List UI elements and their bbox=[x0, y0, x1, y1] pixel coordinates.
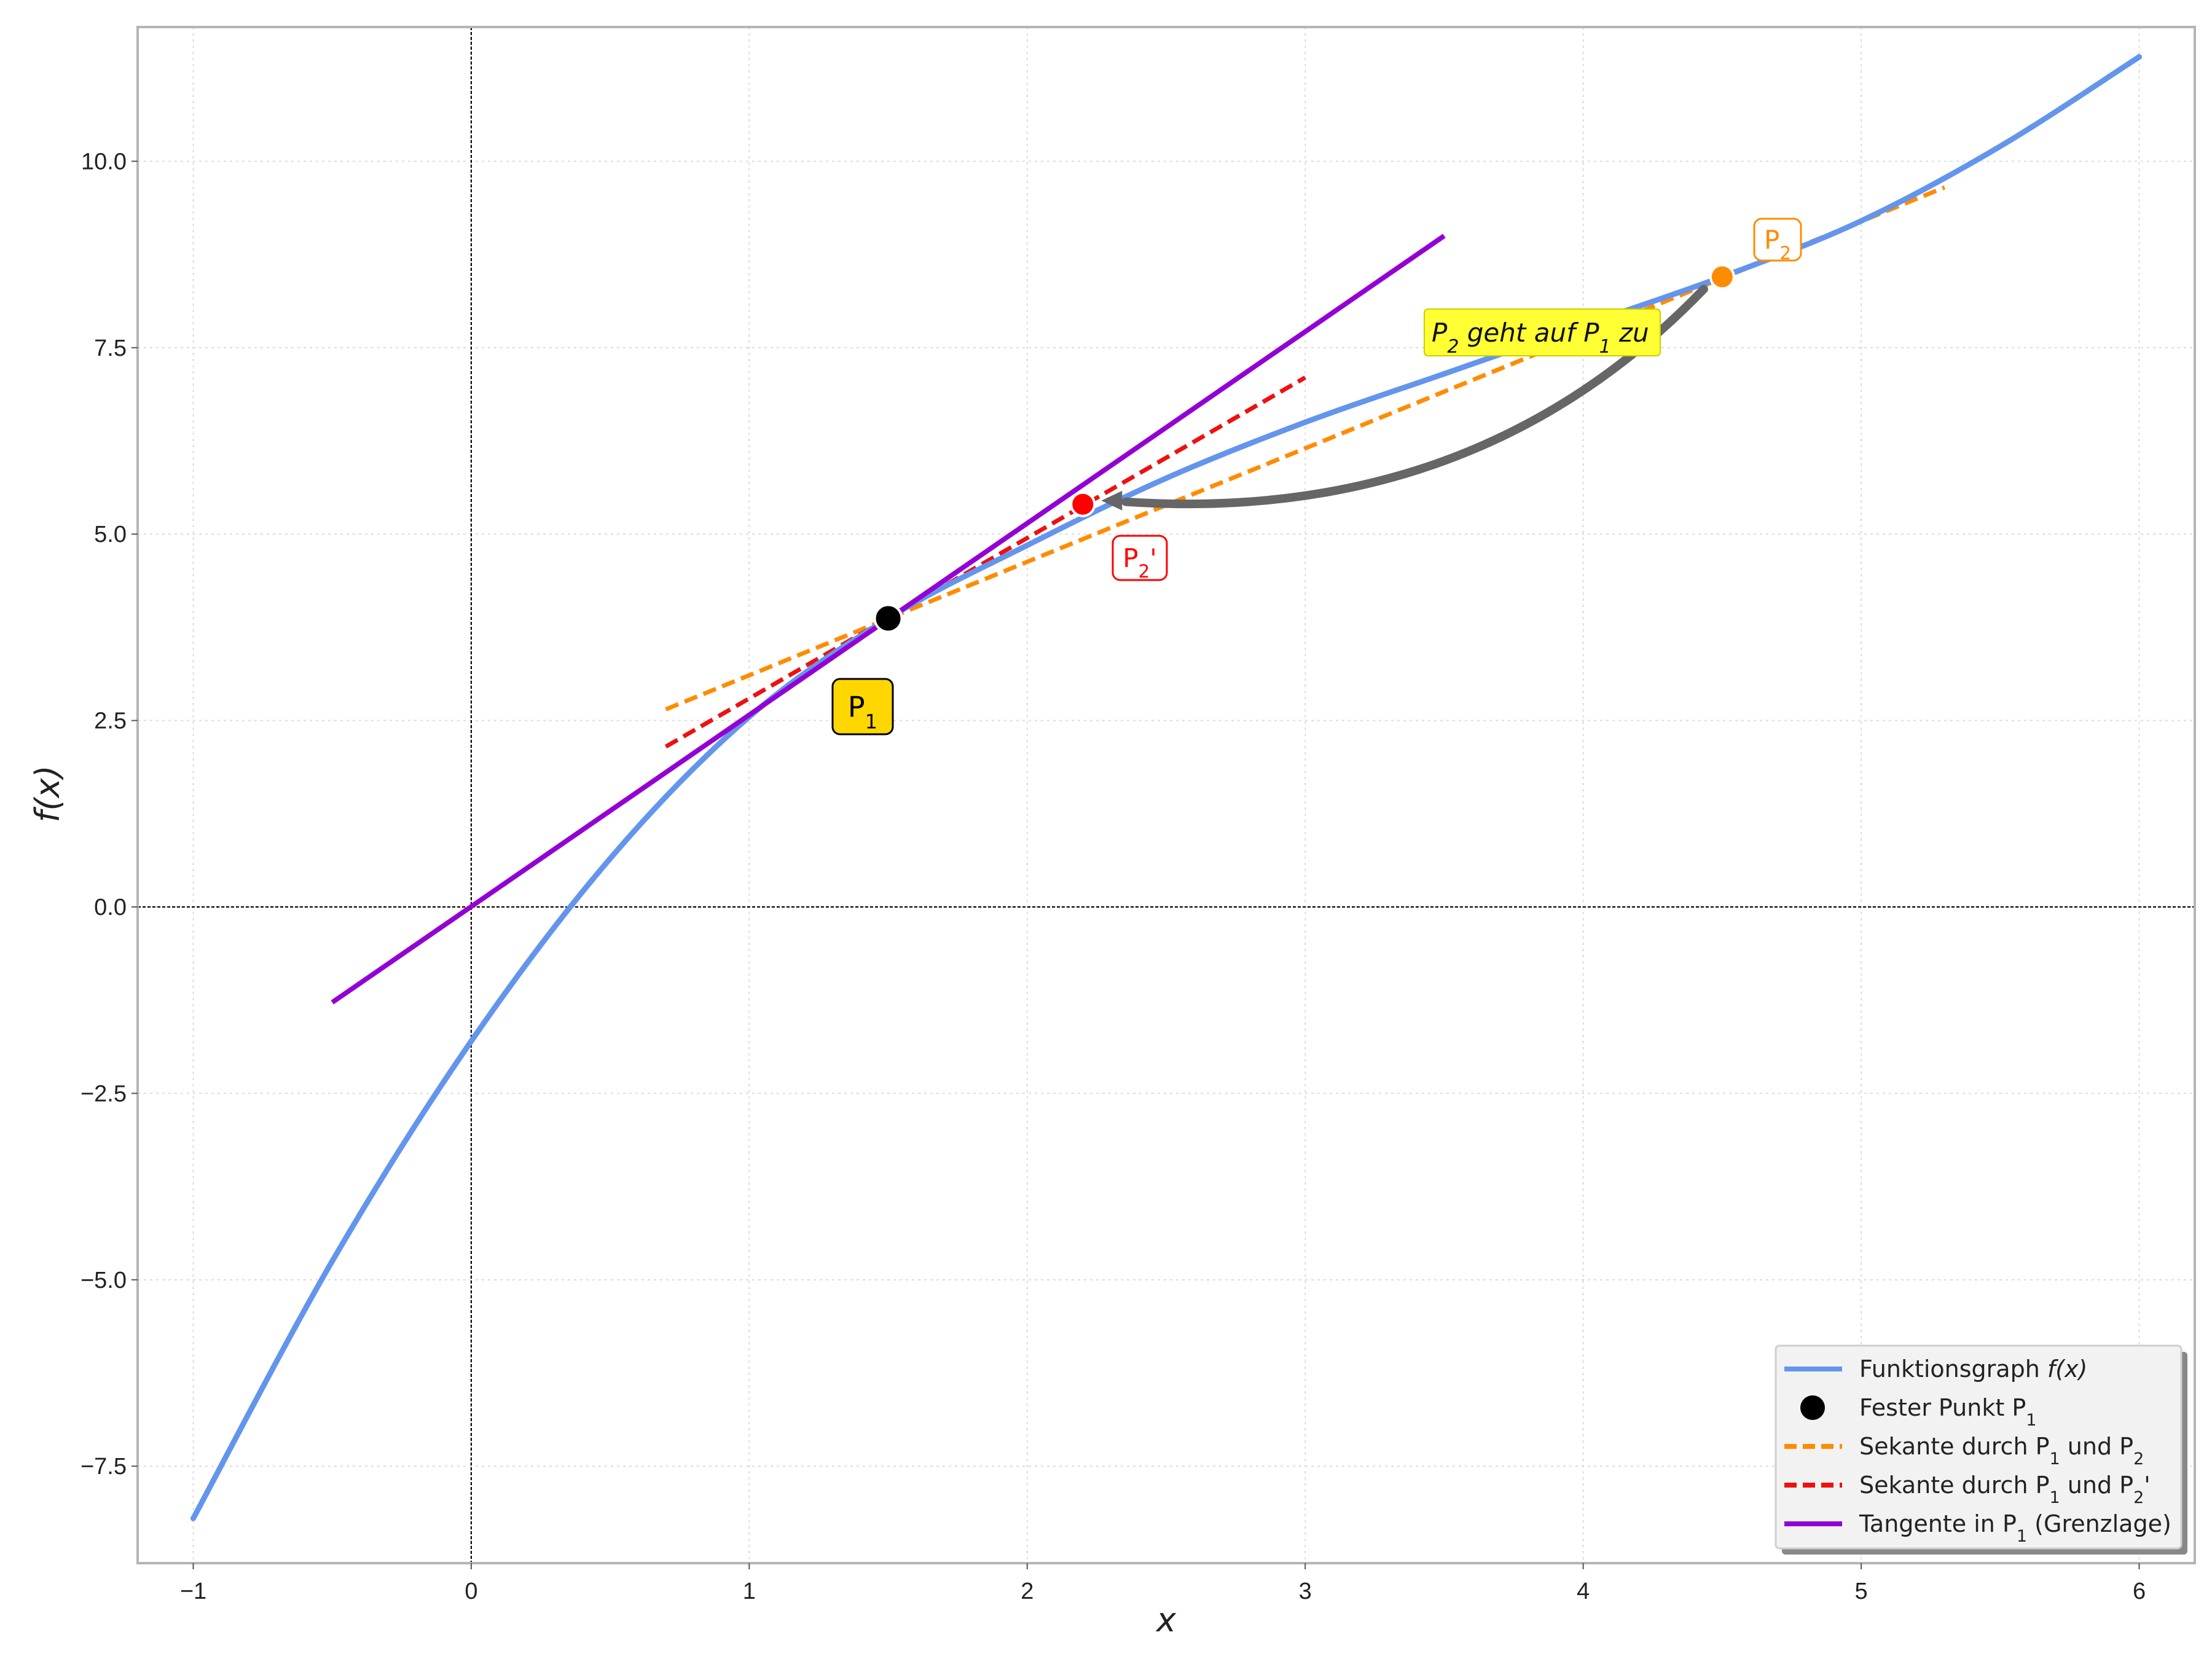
legend-entry: Tangente in P1 (Grenzlage) bbox=[1784, 1510, 2171, 1546]
annotation-label: P2 geht auf P1 zu bbox=[1424, 308, 1661, 358]
point-p1 bbox=[873, 603, 903, 633]
secant-p1-p2prime-line bbox=[664, 375, 1306, 749]
label-p1: P1 bbox=[831, 678, 894, 735]
legend-entry: Funktionsgraph f(x) bbox=[1784, 1355, 2087, 1382]
legend-entry: Sekante durch P1 und P2 bbox=[1784, 1433, 2144, 1469]
y-tick-label: −7.5 bbox=[80, 1454, 127, 1480]
label-p1-box bbox=[831, 678, 894, 735]
y-tick-label: 7.5 bbox=[94, 335, 127, 361]
function-curve bbox=[190, 54, 2143, 1521]
x-tick-label: 1 bbox=[743, 1579, 756, 1604]
y-axis-label: f(x) bbox=[28, 765, 67, 822]
label-p2: P2 bbox=[1753, 218, 1802, 264]
x-tick-label: 3 bbox=[1299, 1579, 1312, 1604]
legend-entry: Fester Punkt P1 bbox=[1800, 1394, 2036, 1430]
legend-label: Tangente in P1 (Grenzlage) bbox=[1859, 1510, 2171, 1546]
plot-border bbox=[136, 26, 2196, 1564]
y-tick-label: 5.0 bbox=[94, 522, 127, 547]
plot-series bbox=[190, 54, 2143, 1521]
label-p2-prime: P2' bbox=[1112, 535, 1168, 582]
label-p2-text: P2 bbox=[1764, 225, 1791, 264]
legend-label: Sekante durch P1 und P2' bbox=[1859, 1472, 2151, 1507]
plot-frame bbox=[136, 26, 2196, 1564]
y-tick-label: −5.0 bbox=[80, 1268, 127, 1293]
point-p2-prime bbox=[1070, 491, 1096, 517]
point-p2 bbox=[1709, 264, 1735, 290]
x-tick-label: 5 bbox=[1855, 1579, 1868, 1604]
tick-labels: −1 0 1 2 3 4 5 6 −7.5 −5.0 −2.5 0.0 2.5 5.0 7.5 10.0 bbox=[80, 149, 2146, 1604]
y-tick-label: 2.5 bbox=[94, 708, 127, 734]
annotation-box bbox=[1424, 308, 1661, 356]
x-tick-label: 6 bbox=[2133, 1579, 2146, 1604]
label-p2-box bbox=[1753, 218, 1802, 262]
legend-box bbox=[1775, 1344, 2183, 1550]
x-tick-label: 0 bbox=[465, 1579, 477, 1604]
x-axis-label: x bbox=[1155, 1601, 1177, 1639]
x-tick-label: 4 bbox=[1577, 1579, 1590, 1604]
axis-titles: x f(x) bbox=[28, 765, 1177, 1639]
annotation-text: P2 geht auf P1 zu bbox=[1432, 318, 1649, 358]
y-tick-label: 0.0 bbox=[94, 895, 127, 920]
annotation-arrow-head bbox=[1101, 490, 1123, 511]
legend-marker bbox=[1800, 1395, 1825, 1420]
x-tick-label: −1 bbox=[180, 1579, 206, 1604]
y-tick-label: −2.5 bbox=[80, 1081, 127, 1107]
label-p1-text: P1 bbox=[848, 691, 877, 734]
legend-entry: Sekante durch P1 und P2' bbox=[1784, 1472, 2151, 1507]
label-p2-prime-text: P2' bbox=[1123, 543, 1157, 582]
zero-lines bbox=[138, 27, 2195, 1563]
plot-points bbox=[873, 264, 1735, 633]
legend: Funktionsgraph f(x)Fester Punkt P1Sekant… bbox=[1775, 1344, 2187, 1555]
legend-label: Fester Punkt P1 bbox=[1859, 1394, 2036, 1430]
point-labels: P1 P2' P2 P2 geht auf P1 zu bbox=[831, 218, 1802, 735]
legend-label: Sekante durch P1 und P2 bbox=[1859, 1433, 2144, 1469]
label-p2-prime-box bbox=[1112, 535, 1168, 581]
y-tick-label: 10.0 bbox=[81, 149, 127, 175]
grid bbox=[138, 27, 2195, 1563]
legend-label: Funktionsgraph f(x) bbox=[1859, 1355, 2087, 1382]
x-tick-label: 2 bbox=[1021, 1579, 1033, 1604]
